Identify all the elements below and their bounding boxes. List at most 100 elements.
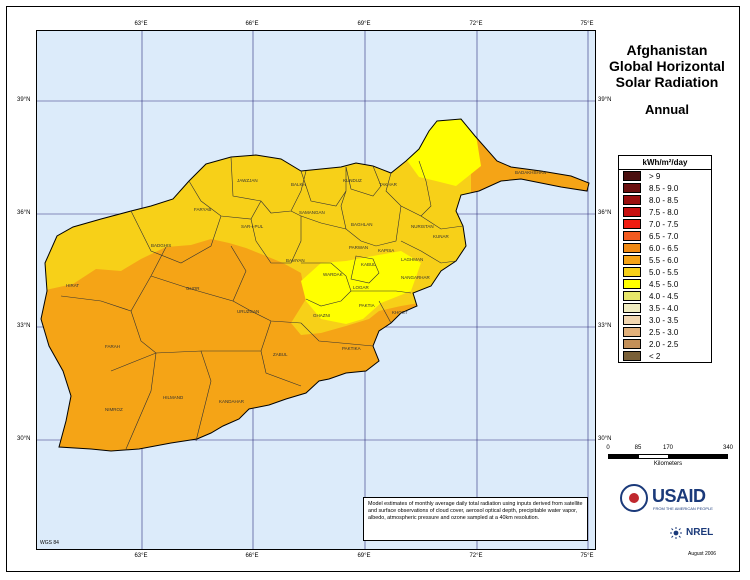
lon-label-top: 69°E xyxy=(357,21,371,27)
methodology-note: Model estimates of monthly average daily… xyxy=(363,497,588,541)
legend-row: < 2 xyxy=(619,350,711,362)
map-panel[interactable]: BADAKHSHAN JAWZJAN BALKH KUNDUZ TAKHAR F… xyxy=(36,30,596,550)
legend-label: 3.0 - 3.5 xyxy=(649,315,679,325)
lat-label-right: 33°N xyxy=(598,323,612,329)
nrel-wordmark: NREL xyxy=(686,527,714,538)
scale-bar-graphic xyxy=(608,454,728,459)
legend-row: 4.0 - 4.5 xyxy=(619,290,711,302)
usaid-seal-icon xyxy=(620,484,648,512)
province-label: HIRAT xyxy=(66,283,79,288)
scale-bar: 0 85 170 340 Kilometers xyxy=(600,445,733,475)
legend-row: 6.5 - 7.0 xyxy=(619,230,711,242)
legend-row: 5.5 - 6.0 xyxy=(619,254,711,266)
legend-label: 2.0 - 2.5 xyxy=(649,339,679,349)
legend-row: 6.0 - 6.5 xyxy=(619,242,711,254)
nrel-sun-icon xyxy=(670,527,682,539)
legend-swatch xyxy=(623,243,641,253)
province-label: KHOST xyxy=(392,310,408,315)
province-label: GHAZNI xyxy=(313,313,330,318)
legend-swatch xyxy=(623,231,641,241)
legend-swatch xyxy=(623,183,641,193)
usaid-tagline: FROM THE AMERICAN PEOPLE xyxy=(653,506,713,511)
legend-label: 5.5 - 6.0 xyxy=(649,255,679,265)
province-label: TAKHAR xyxy=(379,182,398,187)
lat-label-left: 36°N xyxy=(17,210,31,216)
province-label: PAKTIKA xyxy=(342,346,361,351)
province-label: BADGHIS xyxy=(151,243,171,248)
province-label: HILMAND xyxy=(163,395,184,400)
datum-label: WGS 84 xyxy=(40,540,59,546)
scale-unit: Kilometers xyxy=(653,461,683,467)
legend-label: 6.0 - 6.5 xyxy=(649,243,679,253)
province-label: BAMYAN xyxy=(286,258,305,263)
lon-label-top: 75°E xyxy=(580,21,594,27)
scale-tick: 85 xyxy=(634,445,642,451)
legend-label: 4.0 - 4.5 xyxy=(649,291,679,301)
province-label: KUNAR xyxy=(433,234,450,239)
lat-label-left: 30°N xyxy=(17,436,31,442)
province-label: GHOR xyxy=(186,286,200,291)
legend-row: 2.5 - 3.0 xyxy=(619,326,711,338)
legend-label: < 2 xyxy=(649,351,661,361)
legend-label: 5.0 - 5.5 xyxy=(649,267,679,277)
lon-label-top: 66°E xyxy=(245,21,259,27)
lon-label-bottom: 63°E xyxy=(134,553,148,559)
legend-swatch xyxy=(623,255,641,265)
title-line: Solar Radiation xyxy=(615,74,719,90)
legend-swatch xyxy=(623,327,641,337)
lon-label-bottom: 72°E xyxy=(469,553,483,559)
legend-heading: kWh/m²/day xyxy=(619,156,711,170)
usaid-wordmark: USAID xyxy=(652,486,706,506)
date-label: August 2006 xyxy=(688,551,717,557)
legend-row: 5.0 - 5.5 xyxy=(619,266,711,278)
scale-tick: 0 xyxy=(606,445,610,451)
nrel-logo: NREL xyxy=(670,527,720,541)
lat-label-left: 33°N xyxy=(17,323,31,329)
province-label: KANDAHAR xyxy=(219,399,245,404)
province-label: BADAKHSHAN xyxy=(515,170,546,175)
province-label: NIMROZ xyxy=(105,407,123,412)
province-labels: BADAKHSHAN JAWZJAN BALKH KUNDUZ TAKHAR F… xyxy=(66,170,546,412)
legend-label: 7.0 - 7.5 xyxy=(649,219,679,229)
legend-row: > 9 xyxy=(619,170,711,182)
legend-row: 7.0 - 7.5 xyxy=(619,218,711,230)
province-label: LAGHMAN xyxy=(401,257,423,262)
legend-swatch xyxy=(623,171,641,181)
province-label: WARDAK xyxy=(323,272,343,277)
lon-label-top: 72°E xyxy=(469,21,483,27)
legend-label: > 9 xyxy=(649,171,661,181)
province-label: URUZGAN xyxy=(237,309,259,314)
legend-swatch xyxy=(623,315,641,325)
map-subtitle: Annual xyxy=(644,102,690,117)
legend-label: 2.5 - 3.0 xyxy=(649,327,679,337)
province-label: SAMANGAN xyxy=(299,210,325,215)
lon-label-bottom: 69°E xyxy=(357,553,371,559)
province-label: KUNDUZ xyxy=(343,178,362,183)
province-borders xyxy=(60,156,464,450)
province-label: BALKH xyxy=(291,182,306,187)
legend-row: 7.5 - 8.0 xyxy=(619,206,711,218)
scale-tick: 170 xyxy=(662,445,674,451)
legend-row: 2.0 - 2.5 xyxy=(619,338,711,350)
province-label: KAPISA xyxy=(378,248,394,253)
legend-row: 3.0 - 3.5 xyxy=(619,314,711,326)
lon-label-bottom: 75°E xyxy=(580,553,594,559)
usaid-logo: USAID FROM THE AMERICAN PEOPLE xyxy=(620,484,730,516)
legend-label: 8.0 - 8.5 xyxy=(649,195,679,205)
legend-label: 6.5 - 7.0 xyxy=(649,231,679,241)
title-line: Global Horizontal xyxy=(609,58,725,74)
legend-row: 4.5 - 5.0 xyxy=(619,278,711,290)
legend-label: 8.5 - 9.0 xyxy=(649,183,679,193)
province-label: NANGARHAR xyxy=(401,275,431,280)
legend-row: 8.0 - 8.5 xyxy=(619,194,711,206)
province-label: BAGHLAN xyxy=(351,222,373,227)
province-label: JAWZJAN xyxy=(237,178,258,183)
province-label: LOGAR xyxy=(353,285,370,290)
map-title: Afghanistan Global Horizontal Solar Radi… xyxy=(600,42,734,90)
legend-swatch xyxy=(623,339,641,349)
province-label: PAKTIA xyxy=(359,303,375,308)
province-label: FARYAB xyxy=(194,207,211,212)
legend-rows: > 9 8.5 - 9.0 8.0 - 8.5 7.5 - 8.0 7.0 - 7.5 6… xyxy=(619,170,711,362)
province-label: FARAH xyxy=(105,344,120,349)
legend-swatch xyxy=(623,351,641,361)
